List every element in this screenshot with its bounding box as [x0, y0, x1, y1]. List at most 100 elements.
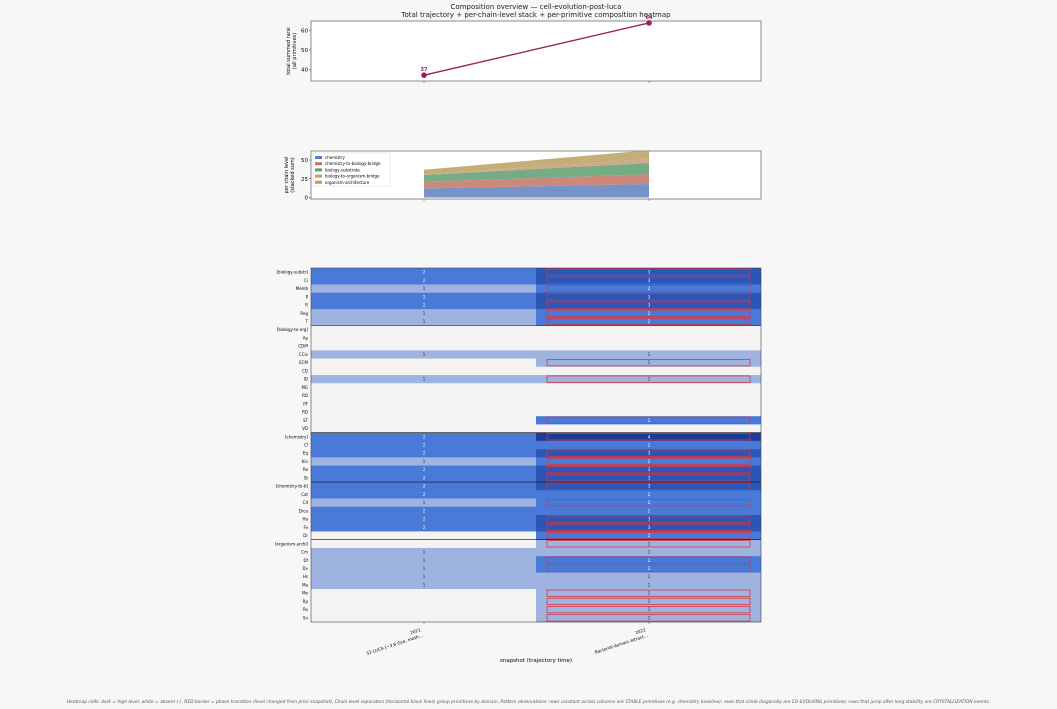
row-label: MG [301, 385, 308, 390]
heatmap-cell [311, 276, 536, 285]
heatmap-cell [311, 350, 536, 359]
heatmap-cell [311, 317, 536, 326]
heatmap-cell [311, 366, 536, 376]
row-label: Cl [304, 443, 308, 448]
row-label: Drca [299, 508, 309, 513]
row-label: [organism-archi] [275, 541, 308, 546]
legend-box [312, 152, 391, 187]
cell-value: 2 [423, 508, 426, 513]
heatmap-cell [536, 383, 761, 392]
legend-swatch [315, 162, 322, 166]
row-label: ST [303, 418, 309, 423]
legend-swatch [315, 168, 322, 172]
cell-value: 1 [423, 311, 426, 316]
row-label: Ma [302, 582, 308, 587]
heatmap-cell [536, 317, 761, 326]
transition-border [546, 482, 751, 490]
legend: chemistrychemistry-to-biology-bridgebiol… [312, 152, 391, 187]
heatmap-cell [536, 350, 761, 359]
heatmap-cell [311, 473, 536, 483]
heatmap-cell [311, 284, 536, 293]
heatmap-cell [311, 309, 536, 318]
cell-value: 2 [648, 443, 651, 448]
transition-border [546, 416, 751, 424]
cell-value: 1 [648, 615, 651, 620]
row-label: Dv [303, 566, 309, 571]
row-label: VD [302, 426, 308, 431]
heatmap-cell [536, 589, 761, 598]
row-label: CD [302, 368, 308, 373]
cell-value: 1 [423, 550, 426, 555]
row-label: Rp [303, 599, 309, 604]
heatmap-cell [311, 564, 536, 573]
heatmap-cell [536, 482, 761, 491]
heatmap-cell [536, 506, 761, 516]
heatmap-cell [311, 613, 536, 623]
heatmap-cell [536, 465, 761, 475]
y-axis-label: total summed rank(all primitives) [286, 27, 298, 75]
heatmap-cell [311, 268, 536, 277]
heatmap-cell [311, 333, 536, 343]
heatmap-cell [536, 391, 761, 401]
row-label: Fe [303, 525, 308, 530]
heatmap-cell [311, 589, 536, 598]
heatmap-cell [536, 399, 761, 409]
heatmap-cell [536, 572, 761, 582]
x-axis-label: snapshot (trajectory time) [500, 658, 572, 664]
series-point [421, 72, 427, 78]
row-label: [chemistry-to-b] [276, 484, 309, 489]
y-tick-label: 50 [301, 48, 308, 54]
transition-border [546, 276, 751, 284]
heatmap-cell [311, 523, 536, 532]
row-label: Ap [303, 335, 309, 340]
heatmap-cell [311, 490, 536, 499]
row-label: [chemistry] [285, 434, 308, 439]
heatmap-cell [536, 613, 761, 623]
y-tick-label: 50 [301, 158, 308, 164]
data-label: 37 [421, 67, 428, 73]
transition-border [546, 268, 751, 276]
cell-value: 1 [648, 574, 651, 579]
cell-value: 1 [423, 319, 426, 324]
row-label: T [305, 319, 309, 324]
row-label: Reg [300, 311, 308, 316]
cell-value: 2 [423, 492, 426, 497]
cell-value: 3 [648, 475, 651, 480]
cell-value: 2 [423, 443, 426, 448]
heatmap-cell [536, 366, 761, 376]
x-tick-year: 2022 [635, 627, 647, 635]
cell-value: 1 [423, 574, 426, 579]
area-biology-to-organism-bridge [424, 159, 649, 175]
transition-border [546, 556, 751, 564]
heatmap-cell [536, 440, 761, 450]
transition-border [546, 293, 751, 301]
x-tick-label: Bacterial-domain attract... [594, 633, 648, 655]
heatmap-cell [536, 473, 761, 483]
row-label: Sn [303, 615, 309, 620]
heatmap-cell [311, 358, 536, 368]
heatmap-cell [311, 300, 536, 310]
cell-value: 2 [648, 566, 651, 571]
cell-value: 1 [423, 352, 426, 357]
row-label: St [304, 475, 309, 480]
heatmap-cell [536, 276, 761, 285]
cell-value: 2 [648, 500, 651, 505]
data-label: 64 [646, 15, 653, 21]
row-label: Df [304, 558, 309, 563]
heatmap-cell [536, 424, 761, 433]
heatmap-cell [536, 292, 761, 302]
heatmap-cell [311, 342, 536, 351]
heatmap-cell [311, 449, 536, 458]
heatmap-cell [311, 424, 536, 433]
cell-value: 2 [423, 467, 426, 472]
cell-value: 2 [648, 533, 651, 538]
figure-caption: Heatmap cells: dark = high level, white … [66, 700, 991, 705]
heatmap-cell [536, 375, 761, 384]
transition-border [546, 474, 751, 482]
y-tick-label: 60 [301, 29, 308, 35]
x-tick-year: 2021 [410, 627, 422, 635]
row-label: ID [304, 377, 308, 382]
heatmap-cell [311, 482, 536, 491]
cell-value: 1 [648, 591, 651, 596]
heatmap-cell [536, 539, 761, 549]
